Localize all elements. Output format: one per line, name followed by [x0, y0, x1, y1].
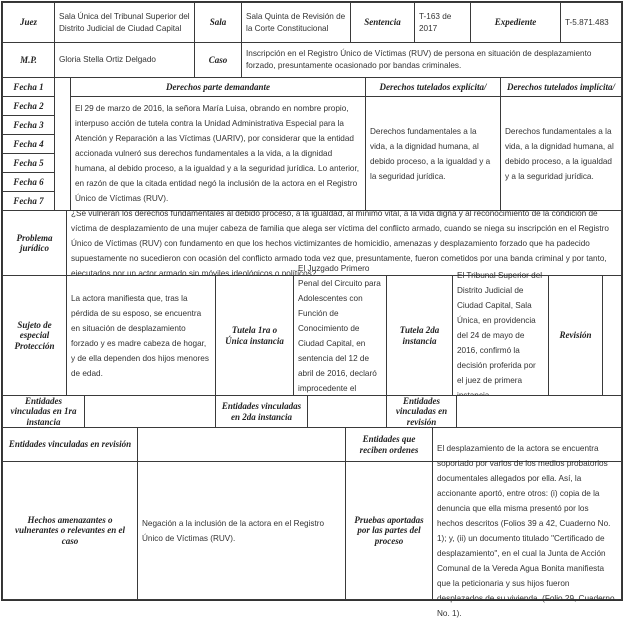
sujeto-label: Sujeto de especial Protección: [2, 275, 67, 396]
sentencia-label: Sentencia: [350, 2, 415, 43]
derechos-implicita-label: Derechos tutelados implícita/: [500, 77, 622, 97]
expediente-label: Expediente: [470, 2, 561, 43]
fecha-2-label: Fecha 2: [2, 96, 55, 116]
mp-label: M.P.: [2, 42, 55, 78]
entidades-ordenes-label: Entidades que reciben ordenes: [345, 427, 433, 462]
entidades-revision2-label: Entidades vinculadas en revisión: [2, 427, 138, 462]
hechos-value: Negación a la inclusión de la actora en …: [137, 461, 346, 600]
derechos-explicita-value: Derechos fundamentales a la vida, a la d…: [365, 96, 501, 211]
fecha-5-label: Fecha 5: [2, 153, 55, 173]
caso-value: Inscripción en el Registro Único de Víct…: [241, 42, 622, 78]
revision-label: Revisión: [548, 275, 603, 396]
fecha-3-label: Fecha 3: [2, 115, 55, 135]
entidades-revision-value: [456, 395, 622, 428]
revision-value: [602, 275, 622, 396]
pruebas-label: Pruebas aportadas por las partes del pro…: [345, 461, 433, 600]
tutela1-value: El Juzgado Primero Penal del Circuito pa…: [293, 264, 387, 408]
mp-value: Gloria Stella Ortiz Delgado: [54, 42, 195, 78]
problema-label: Problema jurídico: [2, 210, 67, 276]
juez-label: Juez: [2, 2, 55, 43]
derechos-demandante-label: Derechos parte demandante: [70, 77, 366, 97]
problema-value: ¿Se vulneran los derechos fundamentales …: [66, 209, 622, 278]
fecha-1-label: Fecha 1: [2, 77, 55, 97]
entidades-1ra-value: [84, 395, 216, 428]
entidades-revision-label: Entidades vinculadas en revisión: [386, 395, 457, 428]
fecha-4-label: Fecha 4: [2, 134, 55, 154]
expediente-value: T-5.871.483: [560, 2, 622, 43]
derechos-demandante-value: El 29 de marzo de 2016, la señora María …: [70, 96, 366, 211]
derechos-implicita-value: Derechos fundamentales a la vida, a la d…: [500, 96, 622, 211]
juez-value: Sala Única del Tribunal Superior del Dis…: [54, 2, 195, 43]
sentencia-value: T-163 de 2017: [414, 2, 471, 43]
entidades-revision2-value: [137, 427, 346, 462]
hechos-label: Hechos amenazantes o vulnerantes o relev…: [2, 461, 138, 600]
sala-label: Sala: [194, 2, 242, 43]
entidades-2da-value: [307, 395, 387, 428]
tutela2-value: El Tribunal Superior del Distrito Judici…: [452, 271, 549, 400]
fecha-6-label: Fecha 6: [2, 172, 55, 192]
derechos-explicita-label: Derechos tutelados explícita/: [365, 77, 501, 97]
caso-label: Caso: [194, 42, 242, 78]
fecha-values-column: [54, 77, 71, 211]
tutela2-label: Tutela 2da instancia: [386, 275, 453, 396]
tutela1-label: Tutela 1ra o Única instancia: [215, 275, 294, 396]
entidades-1ra-label: Entidades vinculadas en 1ra instancia: [2, 395, 85, 428]
entidades-2da-label: Entidades vinculadas en 2da instancia: [215, 395, 308, 428]
sala-value: Sala Quinta de Revisión de la Corte Cons…: [241, 2, 351, 43]
fecha-7-label: Fecha 7: [2, 191, 55, 211]
pruebas-value: El desplazamiento de la actora se encuen…: [432, 444, 622, 618]
sujeto-value: La actora manifiesta que, tras la pérdid…: [66, 275, 216, 396]
